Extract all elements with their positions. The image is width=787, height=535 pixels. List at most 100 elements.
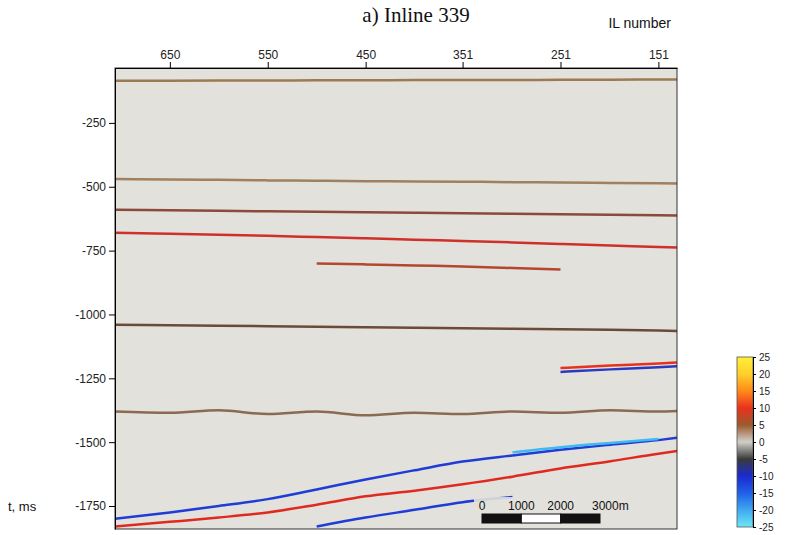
y-tick-mark [109,378,115,379]
colorbar-tick: 15 [753,386,771,397]
y-tick: -1500 [75,436,115,450]
y-tick-label: -750 [82,244,106,258]
horizon-line [115,233,677,248]
scale-bar-label: 2000 [547,499,574,513]
horizon-line [115,451,677,526]
x-tick-label: 351 [453,48,473,62]
y-tick-mark [109,187,115,188]
x-tick: 251 [551,48,571,68]
plot-background [115,68,677,529]
x-tick-label: 251 [551,48,571,62]
y-axis-title: t, ms [8,499,37,514]
y-tick-label: -1250 [75,372,106,386]
colorbar-tick-mark [753,476,756,477]
y-axis: -250 -500 -750 -1000 -1250 -1500 -1750 [75,69,115,530]
y-tick-mark [109,123,115,124]
y-tick: -750 [82,244,115,258]
y-tick: -500 [82,180,115,194]
x-axis-title: IL number [608,15,671,31]
colorbar-tick-mark [753,408,756,409]
y-tick-mark [109,314,115,315]
y-tick: -1750 [75,499,115,513]
horizon-line [115,325,677,331]
colorbar-tick-mark [753,459,756,460]
colorbar-tick-mark [753,442,756,443]
colorbar-tick-mark [753,527,756,528]
x-tick: 550 [258,48,278,68]
colorbar-tick-mark [753,374,756,375]
scale-bar-label: 3000m [592,499,629,513]
x-axis-line [116,68,678,69]
colorbar-tick-label: 25 [759,352,771,363]
colorbar-tick-mark [753,425,756,426]
horizon-line [513,439,659,452]
y-axis-line [115,69,116,530]
scale-bar-segment [521,514,560,523]
colorbar-tick: -25 [753,522,774,533]
colorbar-tick: -20 [753,505,774,516]
plot-frame [115,68,677,529]
colorbar [737,357,753,527]
y-tick-mark [109,442,115,443]
colorbar-tick: 10 [753,403,771,414]
colorbar-tick-mark [753,357,756,358]
x-axis: 650 550 450 351 251 151 [116,48,678,69]
scale-bar-label: 0 [479,499,486,513]
x-tick: 151 [649,48,669,68]
y-tick: -1000 [75,308,115,322]
scale-bar-segment [482,514,521,523]
colorbar-tick: 0 [753,437,765,448]
scale-bar-label: 1000 [508,499,535,513]
colorbar-tick-label: -15 [759,488,774,499]
horizon-line [115,179,677,183]
y-tick-label: -500 [82,180,106,194]
y-tick: -250 [82,116,115,130]
horizon-line [115,79,677,80]
colorbar-tick: 5 [753,420,765,431]
horizon-line [560,366,677,372]
colorbar-tick-label: 5 [759,420,765,431]
scale-bar: 0 1000 2000 3000m [474,497,629,527]
x-tick-label: 650 [160,48,180,62]
horizon-line [115,438,677,519]
colorbar-tick: -5 [753,454,768,465]
colorbar-tick-label: -20 [759,505,774,516]
colorbar-tick-label: 0 [759,437,765,448]
x-tick-mark [366,62,367,68]
x-tick-mark [463,62,464,68]
x-tick-mark [268,62,269,68]
x-tick: 351 [453,48,473,68]
y-tick-mark [109,251,115,252]
colorbar-axis: 25 20 15 10 5 0 -5 -10 -15 -20 -25 [753,352,774,533]
y-tick-label: -1750 [75,499,106,513]
horizons [115,79,677,526]
y-tick-label: -1500 [75,436,106,450]
colorbar-tick: 25 [753,352,771,363]
colorbar-tick-label: -10 [759,471,774,482]
colorbar-tick-label: 20 [759,369,771,380]
colorbar-tick-mark [753,391,756,392]
colorbar-tick-label: -25 [759,522,774,533]
x-tick-label: 450 [356,48,376,62]
x-tick-label: 550 [258,48,278,62]
colorbar-tick-label: -5 [759,454,768,465]
colorbar-tick: 20 [753,369,771,380]
colorbar-tick-mark [753,493,756,494]
chart: 650550450351251151-250-500-750-1000-1250… [0,0,787,535]
y-tick-label: -1000 [75,308,106,322]
x-tick-mark [170,62,171,68]
horizon-line [317,263,561,269]
y-tick-label: -250 [82,116,106,130]
colorbar-tick-mark [753,510,756,511]
horizon-line [115,410,677,415]
y-tick-mark [109,506,115,507]
x-tick-mark [658,62,659,68]
x-tick: 650 [160,48,180,68]
colorbar-tick-label: 15 [759,386,771,397]
colorbar-tick: -15 [753,488,774,499]
colorbar-tick-label: 10 [759,403,771,414]
title: a) Inline 339 [362,3,469,27]
x-tick: 450 [356,48,376,68]
x-tick-label: 151 [649,48,669,62]
colorbar-tick: -10 [753,471,774,482]
